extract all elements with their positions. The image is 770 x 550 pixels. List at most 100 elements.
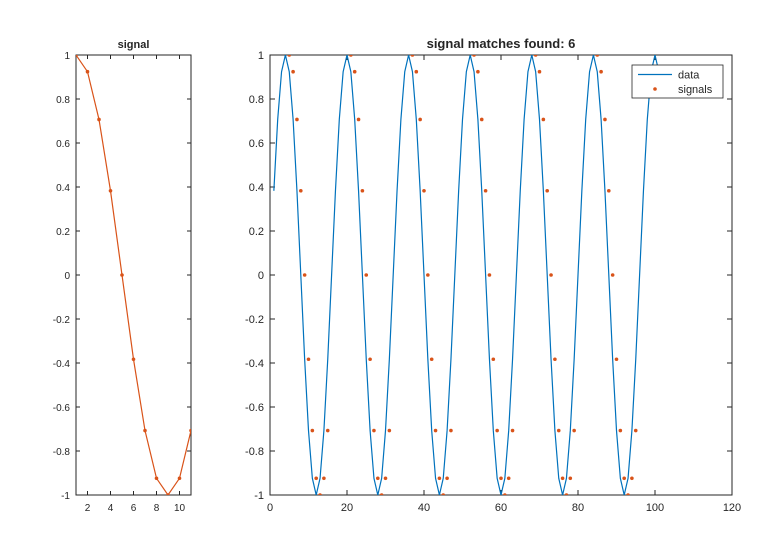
signals-point (479, 117, 484, 122)
matches-xtick-label: 100 (646, 502, 664, 514)
signals-point (553, 357, 557, 362)
signals-point (510, 428, 515, 433)
signals-point (356, 117, 361, 122)
signals-point (607, 188, 611, 193)
signals-point (302, 273, 307, 277)
signals-point (449, 428, 453, 433)
signals-point (483, 188, 488, 193)
signals-point (352, 69, 357, 74)
signals-point (545, 188, 549, 193)
signals-point (441, 493, 446, 495)
signals-point (610, 273, 615, 277)
signals-point (499, 476, 503, 481)
signals-point (310, 428, 315, 433)
matches-xtick-label: 80 (572, 502, 584, 514)
signal-ytick-label: 0.4 (56, 183, 70, 194)
signal-point (85, 69, 90, 74)
matches-ytick-label: -0.4 (245, 358, 264, 370)
matches-ytick-label: 1 (258, 50, 264, 62)
signal-ytick-label: -0.4 (53, 359, 71, 370)
signal-axes-box (75, 54, 192, 496)
signals-point (314, 476, 319, 481)
signals-point (537, 69, 542, 74)
signals-point (379, 493, 384, 495)
signals-point (572, 428, 576, 433)
legend-box (631, 64, 724, 99)
signals-point (560, 476, 565, 481)
matches-axes-title: signal matches found: 6 (427, 36, 576, 51)
signals-point (295, 117, 299, 122)
signals-point (564, 493, 569, 495)
signals-point (599, 69, 603, 74)
signal-point (76, 55, 78, 57)
signals-point (568, 476, 573, 481)
signals-point (491, 357, 496, 362)
signals-point (376, 476, 380, 481)
data-line (273, 55, 660, 495)
matches-ytick-label: 0.2 (249, 226, 264, 238)
signals-point (603, 117, 607, 122)
signal-xtick-label: 2 (85, 503, 91, 514)
signal-ytick-label: 0.6 (56, 139, 70, 150)
signals-point (630, 476, 634, 481)
signal-point (131, 357, 136, 362)
signal-ytick-label: -0.2 (53, 315, 71, 326)
signal-ytick-label: -1 (61, 491, 70, 502)
signals-point (622, 476, 626, 481)
signals-point (383, 476, 388, 481)
signal-xtick-label: 10 (174, 503, 186, 514)
matches-axes-box (269, 54, 733, 496)
signals-point (291, 69, 295, 74)
signal-ytick-label: 1 (64, 51, 70, 62)
signal-xtick-label: 8 (154, 503, 160, 514)
signals-point (614, 357, 619, 362)
signal-point (97, 117, 101, 122)
signal-point (189, 428, 191, 433)
signals-point (426, 273, 430, 277)
matches-ytick-label: 0.8 (249, 94, 264, 106)
legend[interactable]: data signals (631, 64, 724, 99)
matches-xtick-label: 120 (723, 502, 741, 514)
signal-ytick-label: 0.8 (56, 95, 70, 106)
signal-xtick-label: 4 (108, 503, 114, 514)
signals-point (541, 117, 546, 122)
signal-ytick-label: -0.8 (53, 447, 71, 458)
matches-ytick-label: -0.8 (245, 446, 264, 458)
signals-point (410, 55, 415, 57)
signals-point (387, 428, 392, 433)
signals-point (495, 428, 499, 433)
signal-point (143, 428, 147, 433)
signals-point (325, 428, 330, 433)
signals-point (437, 476, 442, 481)
signal-axes-title: signal (118, 39, 150, 51)
matches-xtick-label: 0 (267, 502, 273, 514)
signal-point (154, 476, 159, 481)
signals-point (503, 493, 507, 495)
matches-ytick-label: -0.2 (245, 314, 264, 326)
signals-point (372, 428, 376, 433)
matches-axes: 0 20 40 60 80 100 120 1 0.8 0.6 0.4 0.2 0 -0.2 -0.4 -0… (245, 36, 741, 514)
signals-point (626, 493, 630, 495)
signals-point (299, 188, 303, 193)
signals-point (422, 188, 426, 193)
signals-point (433, 428, 438, 433)
signals-point (306, 357, 311, 362)
signals-point (487, 273, 492, 277)
signal-point (177, 476, 182, 481)
signal-xtick-label: 6 (131, 503, 137, 514)
signals-point (360, 188, 365, 193)
signals-point (595, 55, 600, 57)
signals-point (418, 117, 422, 122)
signals-point (364, 273, 369, 277)
signals-point (445, 476, 449, 481)
signals-point (414, 69, 419, 74)
signal-point (166, 493, 170, 495)
matches-ytick-label: -1 (254, 490, 264, 502)
signals-point (472, 55, 476, 57)
matches-ytick-label: 0.6 (249, 138, 264, 150)
signals-point (322, 476, 326, 481)
matches-ytick-label: -0.6 (245, 402, 264, 414)
signals-point (549, 273, 553, 277)
signals-point (368, 357, 372, 362)
